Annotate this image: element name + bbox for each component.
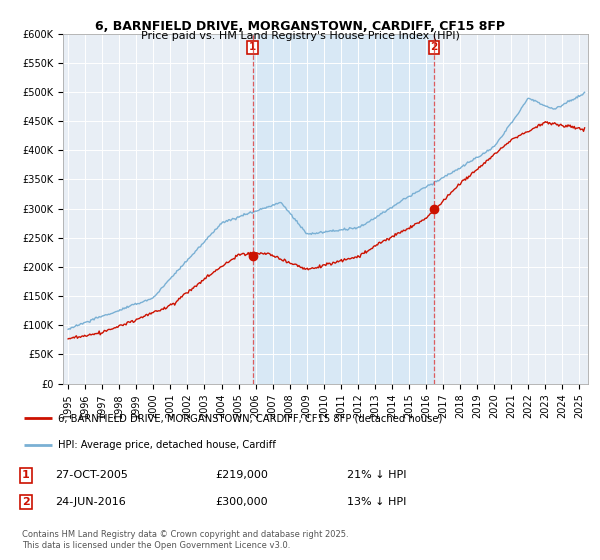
Text: 6, BARNFIELD DRIVE, MORGANSTOWN, CARDIFF, CF15 8FP: 6, BARNFIELD DRIVE, MORGANSTOWN, CARDIFF… — [95, 20, 505, 32]
Text: £300,000: £300,000 — [215, 497, 268, 507]
Text: 27-OCT-2005: 27-OCT-2005 — [55, 470, 128, 480]
Text: 24-JUN-2016: 24-JUN-2016 — [55, 497, 126, 507]
Text: 2: 2 — [431, 43, 438, 52]
Text: 21% ↓ HPI: 21% ↓ HPI — [347, 470, 407, 480]
Text: 2: 2 — [22, 497, 29, 507]
Text: 1: 1 — [249, 43, 256, 52]
Bar — [253, 34, 434, 384]
Text: 1: 1 — [22, 470, 29, 480]
Text: HPI: Average price, detached house, Cardiff: HPI: Average price, detached house, Card… — [58, 440, 276, 450]
Text: £219,000: £219,000 — [215, 470, 268, 480]
Text: Price paid vs. HM Land Registry's House Price Index (HPI): Price paid vs. HM Land Registry's House … — [140, 31, 460, 41]
Text: Contains HM Land Registry data © Crown copyright and database right 2025.
This d: Contains HM Land Registry data © Crown c… — [22, 530, 349, 549]
Text: 6, BARNFIELD DRIVE, MORGANSTOWN, CARDIFF, CF15 8FP (detached house): 6, BARNFIELD DRIVE, MORGANSTOWN, CARDIFF… — [58, 413, 442, 423]
Text: 13% ↓ HPI: 13% ↓ HPI — [347, 497, 407, 507]
